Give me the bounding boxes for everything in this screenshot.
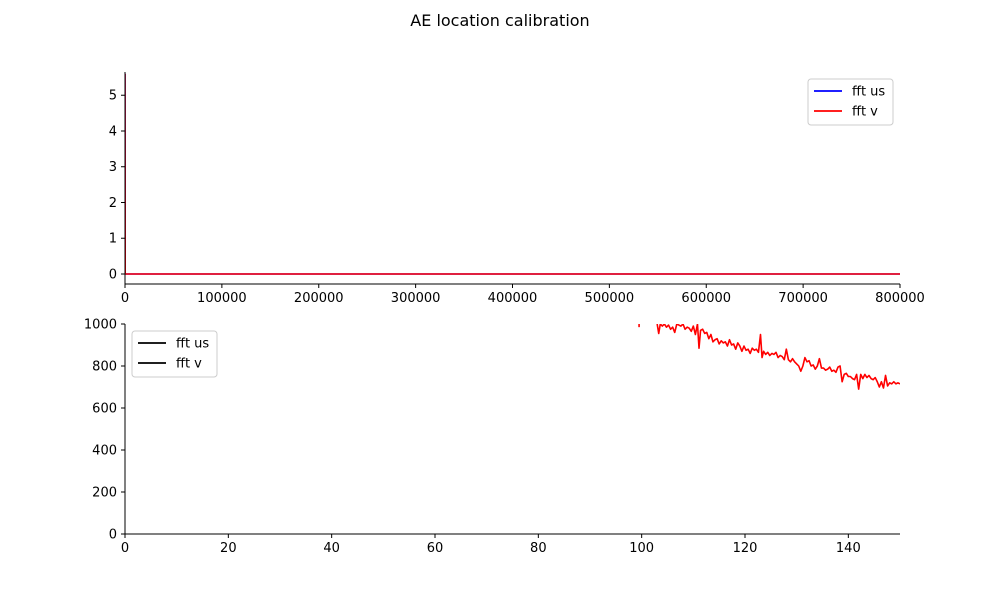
x-tick-label: 500000: [585, 291, 635, 306]
series-line-fft-v-0: [125, 73, 900, 275]
y-tick-label: 3: [109, 160, 117, 175]
x-tick-label: 100000: [197, 291, 247, 306]
figure-title: AE location calibration: [410, 11, 589, 30]
y-tick-label: 1: [109, 232, 117, 247]
y-tick-label: 5: [109, 89, 117, 104]
series-line-fft-v-1: [656, 324, 900, 390]
legend: fft us fft v: [131, 330, 218, 378]
x-tick-label: 120: [733, 541, 758, 556]
y-tick-label: 0: [109, 528, 117, 543]
x-tick-label: 800000: [875, 291, 925, 306]
y-tick-label: 2: [109, 196, 117, 211]
x-tick-label: 20: [220, 541, 237, 556]
legend-label: fft v: [852, 105, 878, 120]
x-tick-label: 300000: [391, 291, 441, 306]
y-tick-label: 200: [92, 486, 117, 501]
x-tick-label: 0: [121, 541, 129, 556]
plot-area: [638, 324, 900, 390]
x-tick-label: 40: [323, 541, 340, 556]
series-line-fft-us-0: [125, 73, 900, 275]
x-tick-label: 600000: [681, 291, 731, 306]
legend-label: fft us: [852, 85, 885, 100]
bottom-chart: 0 20 40 60 80 100 120 140 0 200 400 600 800 1000 fft u…: [84, 318, 900, 556]
x-tick-label: 80: [530, 541, 547, 556]
y-tick-label: 4: [109, 124, 117, 139]
x-tick-label: 60: [427, 541, 444, 556]
y-tick-label: 600: [92, 402, 117, 417]
plot-area: [125, 73, 900, 275]
x-tick-label: 700000: [778, 291, 828, 306]
x-tick-label: 0: [121, 291, 129, 306]
x-tick-label: 200000: [294, 291, 344, 306]
legend: fft us fft v: [807, 78, 894, 126]
y-tick-label: 1000: [84, 318, 117, 333]
y-tick-label: 800: [92, 360, 117, 375]
legend-label: fft us: [176, 337, 209, 352]
y-tick-label: 0: [109, 267, 117, 282]
top-chart: 0 100000 200000 300000 400000 500000 600000 700…: [109, 72, 925, 306]
y-tick-label: 400: [92, 444, 117, 459]
x-tick-label: 100: [629, 541, 654, 556]
x-tick-label: 140: [836, 541, 861, 556]
legend-label: fft v: [176, 357, 202, 372]
x-tick-label: 400000: [488, 291, 538, 306]
